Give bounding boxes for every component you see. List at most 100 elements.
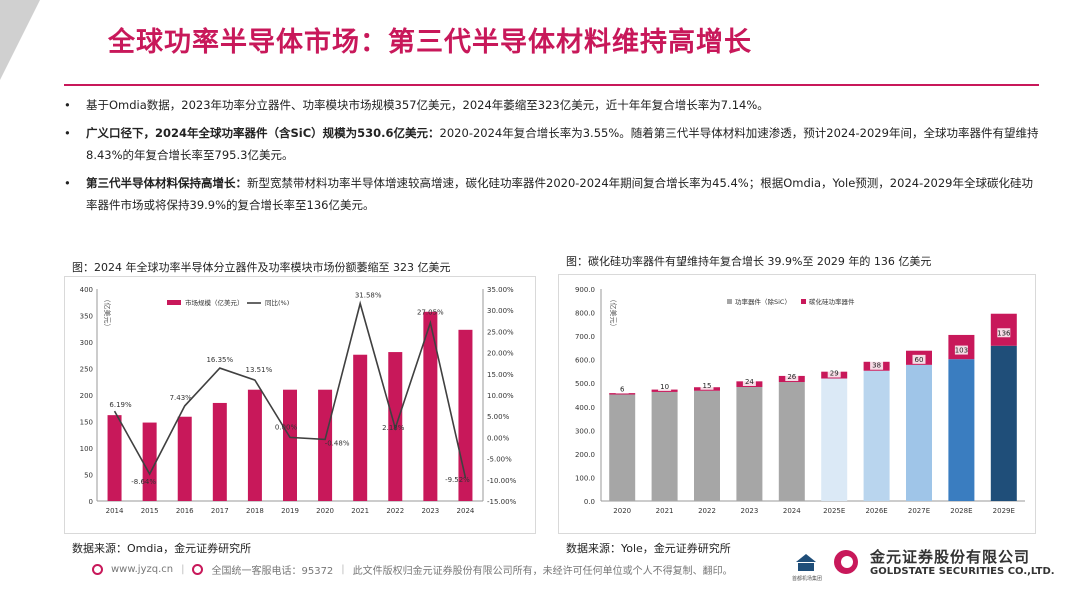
y2-tick-label: 25.00% [487,328,514,336]
y2-tick-label: 5.00% [487,413,510,421]
legend-label-bar: 市场规模（亿美元） [185,298,244,307]
data-label-bg [742,376,756,386]
y-tick-label: 50 [84,472,93,480]
y-tick-label: 200 [80,392,93,400]
y-tick-label: 400 [80,286,93,294]
x-tick-label: 2023 [421,507,439,515]
bar-base [736,386,763,501]
x-tick-label: 2024 [457,507,475,515]
data-label: 38 [872,362,881,370]
data-label: 29 [830,370,839,378]
chart-panel-right: 0.0 100.0 200.0 300.0 400.0 500.0 600.0 700.0 80… [558,274,1036,534]
y-tick-label: 300 [80,339,93,347]
data-label-bg [912,354,926,364]
data-label-bg [785,372,799,382]
globe-icon [92,564,103,575]
legend-swatch-sic [801,299,806,304]
x-tick-label: 2017 [211,507,229,515]
logo-sub-text: 首都机场集团 [792,575,822,582]
bullet-lead: 广义口径下，2024年全球功率器件（含SiC）规模为530.6亿美元： [86,126,440,140]
phone-icon [192,564,204,575]
legend-swatch-base [727,299,732,304]
bar [283,389,297,501]
data-label: 60 [915,356,924,364]
data-label: 31.58% [355,292,382,300]
data-label: -8.64% [131,478,156,486]
data-label: 13.51% [246,366,273,374]
bar-base [694,390,720,501]
data-label: 7.43% [170,394,193,402]
bar-base [863,370,890,501]
bullet-item: • 基于Omdia数据，2023年功率分立器件、功率模块市场规模357亿美元，2… [62,94,1040,116]
footer-website[interactable]: www.jyzq.cn [111,564,174,575]
data-label-bg [827,368,841,378]
logo-english-name: GOLDSTATE SECURITIES CO.,LTD. [870,566,1055,577]
x-tick-label: 2014 [106,507,124,515]
y-tick-label: 800.0 [575,310,595,318]
y-tick-label: 400.0 [575,404,595,412]
y2-tick-label: -10.00% [487,477,517,485]
corner-decoration [0,0,40,80]
data-label-bg [870,360,884,370]
y-tick-label: 500.0 [575,380,595,388]
y-tick-label: 150 [80,419,93,427]
legend-label-line: 同比(%) [265,298,289,307]
x-tick-label: 2029E [993,507,1015,515]
x-tick-label: 2018 [246,507,264,515]
data-label: 6 [620,386,625,394]
source-left: 数据来源：Omdia，金元证券研究所 [72,542,252,555]
x-tick-label: 2021 [351,507,369,515]
bar [353,354,368,501]
figure-caption-right: 图：碳化硅功率器件有望维持年复合增长 39.9%至 2029 年的 136 亿美… [566,255,932,268]
figure-caption-left: 图：2024 年全球功率半导体分立器件及功率模块市场份额萎缩至 323 亿美元 [72,261,451,274]
bar [318,389,333,501]
y-tick-label: 250 [80,366,93,374]
y2-tick-label: -5.00% [487,456,512,464]
y2-tick-label: 10.00% [487,392,514,400]
y-tick-label: 100 [80,445,93,453]
bullet-text: 新型宽禁带材料功率半导体增速较高增速，碳化硅功率器件2020-2024年期间复合… [86,176,1033,212]
bar-base [778,382,805,501]
chart-panel-left: 0 50 100 150 200 250 300 350 400 -15.00% -10.00% -5… [64,276,536,534]
bar [423,311,438,501]
y2-tick-label: 35.00% [487,286,514,294]
data-label: 24 [745,378,754,386]
bar-sic [609,393,636,395]
bar-base [821,378,848,501]
x-tick-label: 2020 [613,507,631,515]
data-label: 10 [660,383,669,391]
x-tick-label: 2024 [783,507,801,515]
footer-separator: | [341,564,345,575]
y-tick-label: 350 [80,313,93,321]
bar-base [651,391,678,501]
y2-tick-label: 20.00% [487,350,514,358]
data-label: 6.19% [109,401,132,409]
yoy-line [113,300,467,478]
data-label: 136 [997,329,1011,337]
data-label: 16.35% [206,356,233,364]
legend-swatch-bar [167,300,181,305]
bar-base [906,364,932,501]
y-tick-label: 0 [89,498,93,506]
bar [458,329,473,501]
y-tick-label: 600.0 [575,357,595,365]
data-label: 15 [703,382,712,390]
x-tick-label: 2021 [656,507,674,515]
y2-tick-label: 0.00% [487,434,510,442]
x-tick-label: 2028E [950,507,972,515]
bar-base [948,359,975,501]
bullet-marker: • [64,98,71,112]
x-tick-label: 2026E [865,507,887,515]
data-label-bg [615,384,629,394]
bar [247,389,262,501]
bar [212,402,227,501]
y-axis-title: （亿美元） [609,296,618,331]
x-tick-label: 2022 [698,507,716,515]
bar [107,415,122,501]
page-title: 全球功率半导体市场：第三代半导体材料维持高增长 [108,27,752,58]
data-label: 26 [787,373,796,381]
market-size-chart: 0 50 100 150 200 250 300 350 400 -15.00% -10.00% -5… [80,286,517,515]
bullet-list: • 基于Omdia数据，2023年功率分立器件、功率模块市场规模357亿美元，2… [62,94,1040,222]
y-tick-label: 900.0 [575,286,595,294]
data-label: 103 [955,347,968,355]
